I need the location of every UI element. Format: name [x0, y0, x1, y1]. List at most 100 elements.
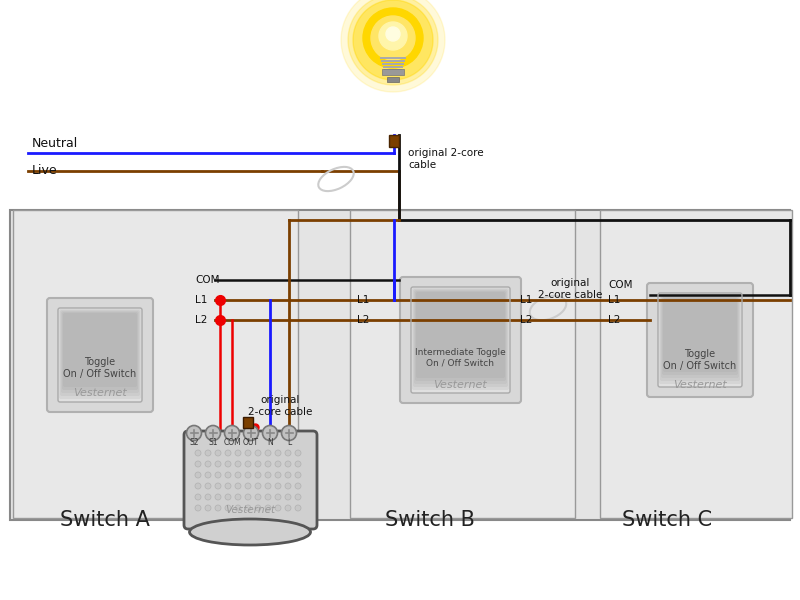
Text: L1: L1 [520, 295, 532, 305]
Circle shape [295, 505, 301, 511]
Circle shape [275, 450, 281, 456]
Circle shape [265, 450, 271, 456]
Text: COM: COM [608, 280, 633, 290]
Text: Vesternet: Vesternet [433, 380, 487, 390]
Circle shape [235, 472, 241, 478]
Circle shape [285, 472, 291, 478]
Circle shape [265, 505, 271, 511]
Text: L2: L2 [195, 315, 207, 325]
Text: Live: Live [32, 164, 58, 178]
Text: L2: L2 [520, 315, 532, 325]
Text: Switch C: Switch C [622, 510, 712, 530]
Circle shape [243, 425, 258, 440]
Circle shape [205, 461, 211, 467]
Circle shape [215, 483, 221, 489]
Circle shape [225, 425, 239, 440]
Circle shape [282, 425, 297, 440]
Circle shape [262, 425, 278, 440]
Circle shape [195, 505, 201, 511]
Circle shape [245, 505, 251, 511]
Circle shape [295, 494, 301, 500]
Circle shape [205, 505, 211, 511]
Circle shape [275, 472, 281, 478]
FancyBboxPatch shape [10, 210, 790, 520]
Circle shape [235, 505, 241, 511]
Ellipse shape [190, 519, 310, 545]
FancyBboxPatch shape [59, 309, 141, 399]
Circle shape [255, 483, 261, 489]
FancyBboxPatch shape [411, 287, 510, 393]
Circle shape [235, 461, 241, 467]
Circle shape [386, 27, 400, 41]
Circle shape [225, 450, 231, 456]
FancyBboxPatch shape [662, 297, 738, 375]
Circle shape [363, 8, 423, 68]
Circle shape [295, 461, 301, 467]
Text: N: N [267, 438, 273, 447]
Circle shape [215, 461, 221, 467]
Circle shape [195, 483, 201, 489]
Text: COM: COM [195, 275, 219, 285]
Text: Toggle
On / Off Switch: Toggle On / Off Switch [63, 357, 137, 379]
Text: S1: S1 [208, 438, 218, 447]
FancyBboxPatch shape [62, 312, 138, 390]
Circle shape [285, 461, 291, 467]
Circle shape [235, 494, 241, 500]
Circle shape [245, 450, 251, 456]
Circle shape [186, 425, 202, 440]
Circle shape [215, 494, 221, 500]
Text: L1: L1 [195, 295, 207, 305]
Circle shape [265, 483, 271, 489]
Circle shape [245, 494, 251, 500]
Circle shape [195, 461, 201, 467]
FancyBboxPatch shape [412, 288, 509, 390]
Circle shape [295, 472, 301, 478]
FancyBboxPatch shape [47, 298, 153, 412]
Bar [382, 69, 404, 75]
Circle shape [215, 472, 221, 478]
Circle shape [206, 425, 221, 440]
Text: original
2-core cable: original 2-core cable [538, 278, 602, 299]
Bar [381, 59, 405, 62]
Circle shape [205, 494, 211, 500]
Circle shape [225, 505, 231, 511]
FancyBboxPatch shape [416, 292, 505, 378]
Circle shape [255, 494, 261, 500]
Circle shape [235, 483, 241, 489]
Circle shape [353, 0, 433, 80]
FancyBboxPatch shape [60, 310, 140, 396]
Circle shape [255, 450, 261, 456]
Text: Vesternet: Vesternet [673, 380, 727, 390]
FancyBboxPatch shape [350, 210, 575, 518]
Text: S2: S2 [190, 438, 198, 447]
Text: L2: L2 [608, 315, 620, 325]
FancyBboxPatch shape [414, 290, 507, 384]
Circle shape [371, 16, 415, 60]
Circle shape [341, 0, 445, 92]
Circle shape [255, 505, 261, 511]
FancyBboxPatch shape [658, 293, 742, 387]
Circle shape [275, 461, 281, 467]
Circle shape [379, 22, 407, 50]
Circle shape [205, 472, 211, 478]
Circle shape [225, 461, 231, 467]
Text: L1: L1 [357, 295, 370, 305]
Circle shape [255, 461, 261, 467]
FancyBboxPatch shape [415, 291, 506, 381]
Bar [387, 77, 399, 82]
Circle shape [265, 461, 271, 467]
Text: L: L [287, 438, 291, 447]
Circle shape [265, 494, 271, 500]
Text: L1: L1 [608, 295, 620, 305]
Text: Toggle
On / Off Switch: Toggle On / Off Switch [663, 349, 737, 371]
Circle shape [265, 472, 271, 478]
FancyBboxPatch shape [600, 210, 792, 518]
Circle shape [285, 505, 291, 511]
Circle shape [225, 494, 231, 500]
FancyBboxPatch shape [184, 431, 317, 529]
FancyBboxPatch shape [13, 210, 298, 518]
Circle shape [245, 472, 251, 478]
Circle shape [285, 450, 291, 456]
FancyBboxPatch shape [58, 308, 142, 402]
Circle shape [245, 461, 251, 467]
